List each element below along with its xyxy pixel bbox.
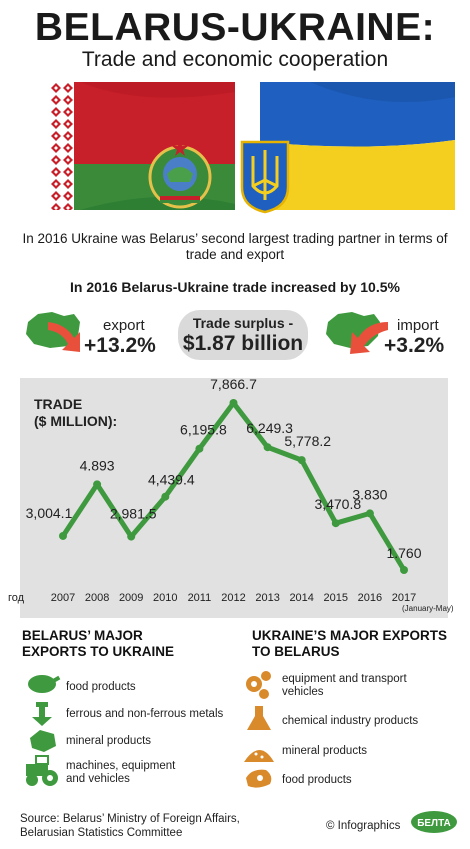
page-subtitle: Trade and economic cooperation xyxy=(81,48,389,71)
x-tick-label: 2016 xyxy=(357,592,383,604)
data-point xyxy=(195,444,204,453)
x-tick-label: 2012 xyxy=(221,592,246,604)
data-label: 6,249.3 xyxy=(246,420,293,436)
belarus-exports-icons xyxy=(26,675,61,786)
page-title: BELARUS-UKRAINE: xyxy=(34,6,436,49)
x-tick-label: 2013 xyxy=(255,592,280,604)
chart-x-axis: год 2007 2008 2009 2010 2011 2012 2013 2014 2015… xyxy=(0,592,470,618)
import-label: import xyxy=(397,317,439,334)
belarus-map-export-icon xyxy=(26,312,80,352)
x-axis-prefix: год xyxy=(8,592,25,604)
x-tick-label: 2015 xyxy=(323,592,349,604)
intro-text: In 2016 Ukraine was Belarus’ second larg… xyxy=(22,231,448,262)
ukraine-coat-of-arms-icon xyxy=(240,140,290,214)
gears-icon xyxy=(246,671,271,699)
mineral-rock-icon xyxy=(30,730,56,752)
data-label: 3.830 xyxy=(352,486,387,502)
x-tick-label: 2011 xyxy=(187,592,212,604)
ukraine-export-item: mineral products xyxy=(282,745,368,757)
data-point xyxy=(127,532,136,541)
trade-surplus-value: $1.87 billion xyxy=(182,332,304,355)
mineral-pile-icon xyxy=(244,750,274,762)
ukraine-export-item: food products xyxy=(282,774,352,786)
meat-icon xyxy=(246,769,272,788)
data-point xyxy=(297,456,306,465)
x-tick-label: 2014 xyxy=(289,592,314,604)
x-tick-label: 2008 xyxy=(84,592,110,604)
belarus-emblem-icon xyxy=(148,140,212,209)
data-point xyxy=(400,566,408,574)
ukraine-exports-title: UKRAINE’S MAJOR EXPORTS TO BELARUS xyxy=(252,628,448,659)
data-label: 6,195.8 xyxy=(180,422,227,438)
belarus-exports-title: BELARUS’ MAJOR EXPORTS TO UKRAINE xyxy=(22,628,175,659)
ukraine-flag xyxy=(260,82,455,210)
data-label: 3,470.8 xyxy=(314,496,361,512)
data-point xyxy=(263,443,272,452)
trade-surplus-badge: Trade surplus - $1.87 billion xyxy=(178,310,308,360)
belarus-map-import-icon xyxy=(326,312,388,354)
chart-title: TRADE ($ MILLION): xyxy=(34,396,117,430)
data-point xyxy=(229,399,238,407)
ukraine-export-item: chemical industry products xyxy=(282,715,419,727)
ukraine-export-item: equipment and transport vehicles xyxy=(282,673,407,698)
belarus-export-item: food products xyxy=(66,681,136,693)
x-tick-label: 2017 xyxy=(391,592,417,604)
flask-icon xyxy=(247,706,271,730)
export-value: +13.2% xyxy=(84,334,156,357)
x-tick-label: 2007 xyxy=(50,592,76,604)
tractor-icon xyxy=(26,755,58,786)
metal-beam-icon xyxy=(32,702,52,726)
headline-text: In 2016 Belarus-Ukraine trade increased … xyxy=(70,279,400,295)
ukraine-exports-icons xyxy=(244,671,274,788)
data-point xyxy=(59,531,67,540)
belta-logo: БЕЛТА xyxy=(411,811,457,833)
x-tick-label: 2010 xyxy=(153,592,178,604)
data-label: 4,439.4 xyxy=(148,472,195,488)
flags-illustration xyxy=(50,82,455,214)
data-point xyxy=(365,509,374,518)
belarus-export-item: machines, equipment and vehicles xyxy=(66,760,176,785)
data-label: 5,778.2 xyxy=(284,433,331,449)
chicken-icon xyxy=(28,675,61,693)
belarus-export-item: ferrous and non-ferrous metals xyxy=(66,708,224,720)
trade-surplus-label: Trade surplus - xyxy=(192,315,294,331)
credit-text: © Infographics xyxy=(326,820,401,832)
export-label: export xyxy=(103,317,145,334)
source-note: Source: Belarus’ Ministry of Foreign Aff… xyxy=(20,813,240,839)
data-point xyxy=(161,492,170,501)
svg-text:БЕЛТА: БЕЛТА xyxy=(417,818,451,829)
import-value: +3.2% xyxy=(384,334,445,357)
chart-title-line-2: ($ MILLION): xyxy=(34,413,118,429)
data-label: 2,981.5 xyxy=(110,506,157,522)
trade-line-chart: 3,004.1 4.893 2,981.5 4,439.4 6,195.8 7,866.7… xyxy=(26,376,422,574)
x-tick-label: 2009 xyxy=(118,592,144,604)
data-label: 4.893 xyxy=(80,457,115,473)
data-point xyxy=(93,480,102,489)
data-point xyxy=(331,519,340,528)
x-axis-note: (January-May) xyxy=(402,604,454,613)
data-label: 1.760 xyxy=(386,545,421,561)
belarus-export-item: mineral products xyxy=(66,735,152,747)
chart-title-line-1: TRADE xyxy=(34,396,83,412)
chart-background xyxy=(20,378,448,618)
data-label: 3,004.1 xyxy=(26,505,73,521)
data-label: 7,866.7 xyxy=(210,376,257,392)
